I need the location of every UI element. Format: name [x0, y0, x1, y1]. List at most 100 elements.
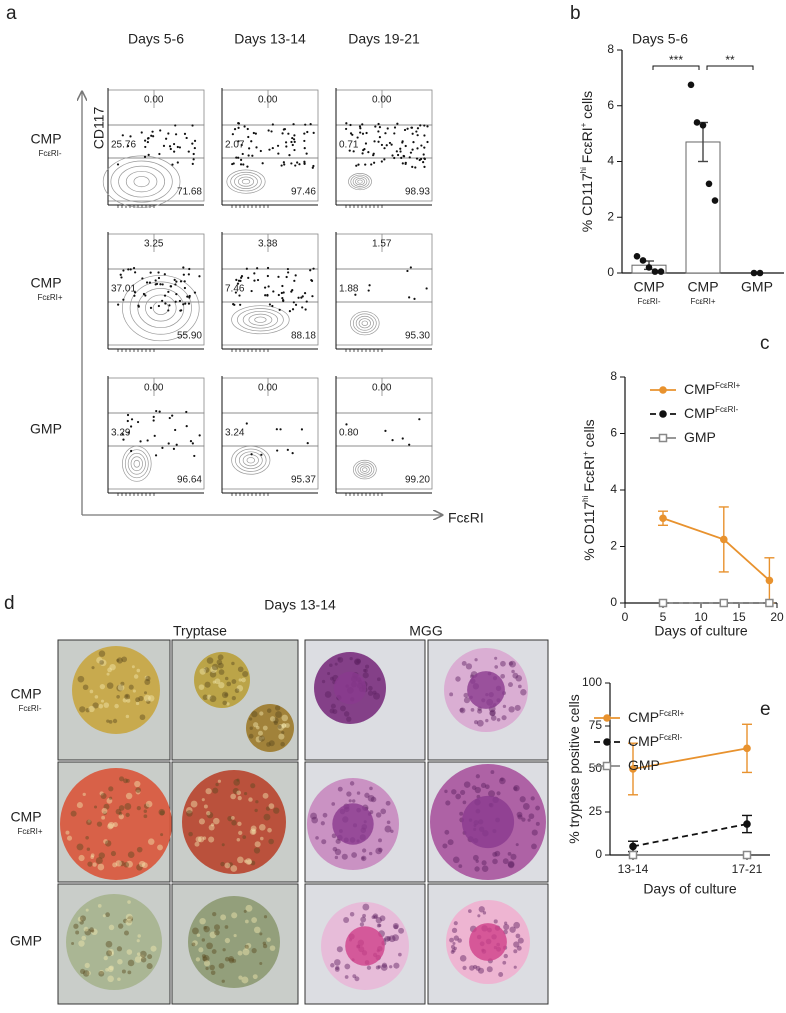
granule [255, 736, 262, 743]
event-dot [279, 428, 282, 431]
event-dot [183, 286, 187, 290]
event-dot [182, 303, 185, 306]
granule [310, 812, 317, 820]
granule [206, 810, 211, 816]
granule [451, 927, 458, 934]
event-dot [237, 156, 240, 159]
text-part: GMP [684, 429, 716, 445]
significance-label: ** [725, 53, 735, 67]
contour [246, 457, 255, 464]
event-dot [345, 122, 348, 125]
granule [231, 679, 237, 684]
event-dot [182, 266, 185, 269]
granule [99, 791, 104, 796]
event-dot [312, 164, 315, 168]
granule [227, 815, 233, 822]
granule [131, 665, 135, 669]
granule [515, 843, 519, 847]
x-tick-label: GMP [741, 279, 773, 295]
event-dot [365, 131, 368, 135]
y-tick-label: 8 [610, 369, 617, 383]
granule [488, 790, 496, 798]
granule [233, 779, 241, 786]
event-dot [271, 123, 274, 126]
granule [159, 810, 165, 816]
event-dot [401, 162, 404, 165]
granule [346, 716, 352, 722]
granule [102, 914, 106, 918]
granule [106, 950, 113, 957]
granule [362, 903, 370, 911]
granule [232, 787, 239, 795]
event-dot [422, 161, 425, 164]
event-dot [247, 135, 250, 139]
event-dot [266, 266, 270, 270]
granule [492, 858, 498, 865]
granule [126, 916, 133, 924]
text-part: CMP [684, 405, 715, 421]
granule [251, 948, 257, 954]
granule [109, 965, 114, 971]
granule [528, 813, 535, 820]
granule [277, 724, 285, 731]
contour [241, 178, 251, 185]
event-dot [174, 283, 177, 286]
event-dot [178, 146, 182, 149]
granule [107, 966, 114, 973]
event-dot [404, 144, 407, 148]
text-part: % CD117 [579, 173, 595, 232]
granule [381, 962, 388, 968]
event-dot [240, 143, 243, 147]
event-dot [191, 124, 194, 127]
granule [494, 656, 498, 660]
granule [126, 949, 133, 955]
granule [530, 796, 535, 801]
granule [477, 914, 481, 918]
granule [320, 821, 325, 826]
event-dot [423, 146, 426, 149]
event-dot [303, 147, 306, 150]
text-part: % tryptase positive cells [566, 694, 582, 843]
granule [362, 913, 366, 918]
granule [510, 853, 517, 860]
granule [393, 924, 399, 930]
granule [205, 788, 212, 795]
event-dot [171, 414, 174, 417]
event-dot [174, 300, 177, 303]
event-dot [155, 409, 158, 413]
granule [354, 658, 361, 666]
granule [220, 914, 227, 921]
event-dot [278, 308, 281, 311]
granule [145, 675, 151, 682]
event-dot [294, 164, 297, 167]
event-dot [192, 158, 195, 161]
event-dot [291, 452, 294, 455]
event-dot [175, 293, 178, 296]
granule [258, 823, 266, 831]
granule [212, 787, 219, 794]
granule [378, 838, 382, 843]
event-dot [198, 275, 201, 278]
text-part: FcεRI [581, 456, 597, 496]
granule [144, 675, 149, 680]
granule [367, 690, 374, 696]
granule [385, 800, 391, 806]
granule [475, 774, 480, 779]
contour [248, 313, 273, 326]
granule [465, 663, 473, 670]
granule [126, 698, 131, 703]
granule [99, 660, 104, 665]
granule [107, 667, 112, 673]
significance-bracket [706, 65, 754, 70]
granule [201, 798, 205, 802]
y-tick-label: 6 [610, 426, 617, 440]
granule [117, 977, 121, 982]
granule [453, 921, 458, 926]
granule [522, 803, 530, 810]
granule [531, 829, 538, 836]
event-dot [144, 145, 147, 149]
granule [335, 965, 340, 971]
event-dot [255, 146, 258, 149]
column-header: MGG [409, 623, 442, 639]
column-title: Days 5-6 [128, 31, 184, 47]
